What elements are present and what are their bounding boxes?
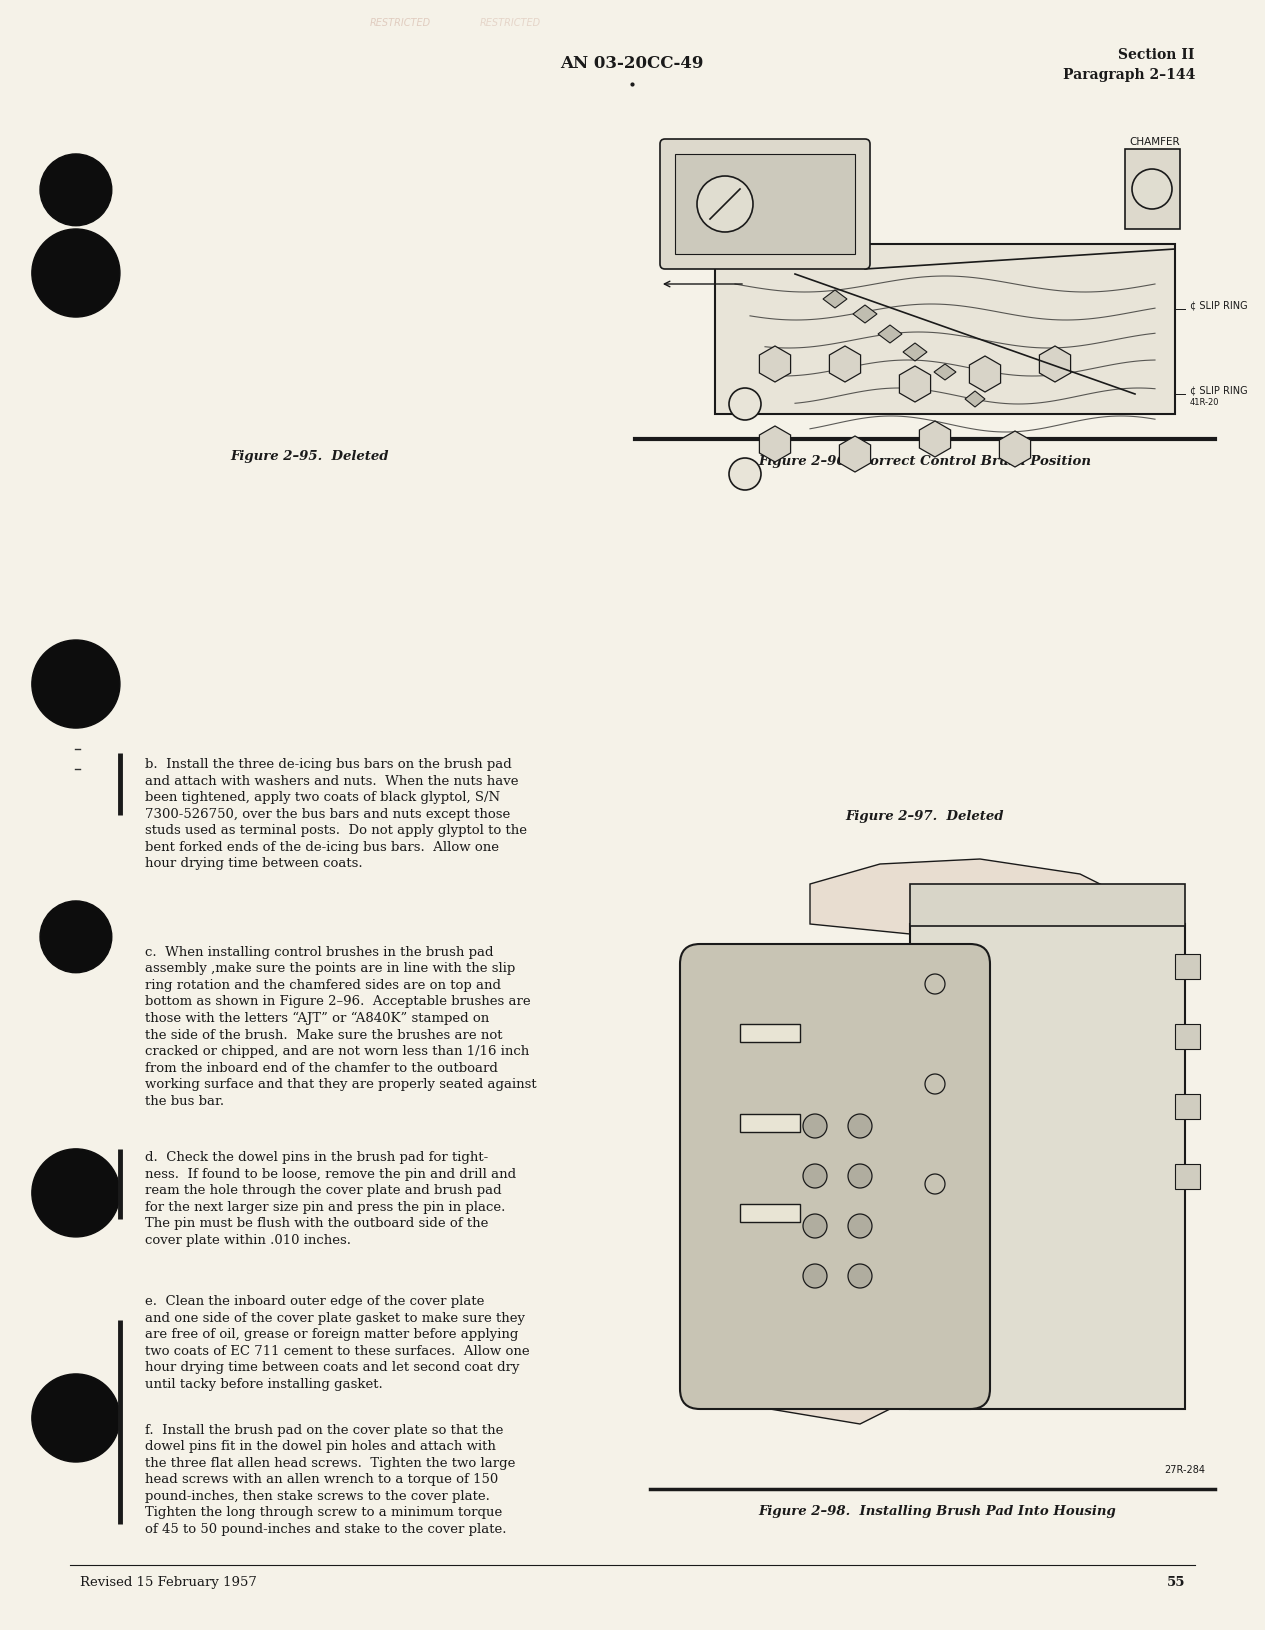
Circle shape — [729, 390, 762, 421]
Bar — [1175, 1094, 1200, 1120]
Text: ¢ SLIP RING: ¢ SLIP RING — [1190, 300, 1247, 310]
Bar — [676, 155, 855, 254]
Polygon shape — [830, 347, 860, 383]
Circle shape — [848, 1214, 872, 1239]
Polygon shape — [810, 859, 1160, 975]
Text: CHAMFER: CHAMFER — [1130, 137, 1180, 147]
Bar — [910, 885, 1185, 926]
Polygon shape — [899, 367, 931, 403]
Text: ¢ SLIP RING: ¢ SLIP RING — [1190, 385, 1247, 394]
Polygon shape — [1040, 347, 1070, 383]
Text: f.  Install the brush pad on the cover plate so that the
dowel pins fit in the d: f. Install the brush pad on the cover pl… — [145, 1423, 516, 1535]
FancyBboxPatch shape — [660, 140, 870, 271]
Circle shape — [32, 230, 120, 318]
Bar — [1175, 955, 1200, 980]
Polygon shape — [824, 290, 848, 308]
Text: RESTRICTED: RESTRICTED — [369, 18, 430, 28]
Polygon shape — [934, 365, 956, 381]
Circle shape — [32, 1374, 120, 1462]
Circle shape — [32, 1149, 120, 1237]
Circle shape — [1132, 170, 1171, 210]
Polygon shape — [759, 347, 791, 383]
Text: 27R-284: 27R-284 — [1164, 1464, 1206, 1474]
Text: 55: 55 — [1166, 1575, 1185, 1588]
Text: Figure 2–97.  Deleted: Figure 2–97. Deleted — [846, 810, 1004, 823]
Text: DIRECTION OF
ROTATION: DIRECTION OF ROTATION — [670, 244, 745, 266]
Text: b.  Install the three de-icing bus bars on the brush pad
and attach with washers: b. Install the three de-icing bus bars o… — [145, 758, 528, 870]
Bar — [715, 244, 1175, 414]
Circle shape — [925, 1174, 945, 1195]
Text: AN 03-20CC-49: AN 03-20CC-49 — [560, 55, 703, 72]
Circle shape — [803, 1214, 827, 1239]
Polygon shape — [878, 326, 902, 344]
Circle shape — [729, 458, 762, 491]
Polygon shape — [903, 344, 927, 362]
FancyBboxPatch shape — [681, 944, 990, 1410]
Circle shape — [925, 1074, 945, 1094]
Bar — [910, 924, 1185, 1410]
Polygon shape — [759, 427, 791, 463]
Text: Section II: Section II — [1118, 47, 1195, 62]
Polygon shape — [853, 306, 877, 324]
Text: Figure 2–98.  Installing Brush Pad Into Housing: Figure 2–98. Installing Brush Pad Into H… — [758, 1504, 1116, 1518]
Bar — [740, 1205, 799, 1222]
Polygon shape — [920, 422, 950, 458]
Bar — [1125, 150, 1180, 230]
Circle shape — [848, 1115, 872, 1138]
Circle shape — [803, 1115, 827, 1138]
Text: 41R-20: 41R-20 — [1190, 398, 1219, 408]
Polygon shape — [689, 1134, 1040, 1425]
Polygon shape — [840, 437, 870, 473]
Bar — [740, 1115, 799, 1133]
Circle shape — [803, 1265, 827, 1288]
Circle shape — [848, 1265, 872, 1288]
Circle shape — [848, 1164, 872, 1188]
Text: d.  Check the dowel pins in the brush pad for tight-
ness.  If found to be loose: d. Check the dowel pins in the brush pad… — [145, 1151, 516, 1247]
Bar — [1175, 1164, 1200, 1190]
Circle shape — [803, 1164, 827, 1188]
Text: Figure 2–96.  Correct Control Brush Position: Figure 2–96. Correct Control Brush Posit… — [759, 455, 1092, 468]
Text: Paragraph 2–144: Paragraph 2–144 — [1063, 68, 1195, 82]
Circle shape — [32, 641, 120, 729]
Bar — [1175, 1024, 1200, 1050]
Text: c.  When installing control brushes in the brush pad
assembly ,make sure the poi: c. When installing control brushes in th… — [145, 945, 538, 1107]
Polygon shape — [969, 357, 1001, 393]
Circle shape — [925, 975, 945, 994]
Polygon shape — [999, 432, 1031, 468]
Circle shape — [40, 901, 111, 973]
Polygon shape — [965, 391, 985, 408]
Text: e.  Clean the inboard outer edge of the cover plate
and one side of the cover pl: e. Clean the inboard outer edge of the c… — [145, 1294, 530, 1390]
Bar — [740, 1024, 799, 1042]
Circle shape — [40, 155, 111, 227]
Circle shape — [697, 178, 753, 233]
Text: RESTRICTED: RESTRICTED — [479, 18, 540, 28]
Text: Figure 2–95.  Deleted: Figure 2–95. Deleted — [230, 450, 390, 463]
Text: Revised 15 February 1957: Revised 15 February 1957 — [80, 1575, 257, 1588]
